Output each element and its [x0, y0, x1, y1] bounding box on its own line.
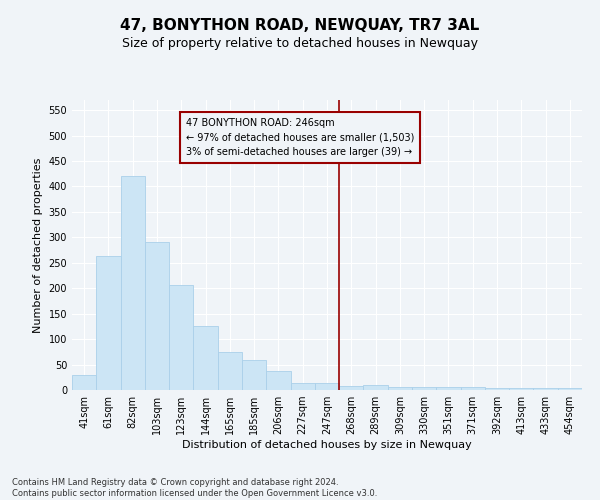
Bar	[145, 242, 169, 390]
Bar	[315, 384, 339, 390]
Bar	[509, 388, 533, 390]
Bar	[218, 352, 242, 390]
Bar	[339, 386, 364, 390]
Bar	[266, 370, 290, 390]
Bar	[290, 384, 315, 390]
Bar	[169, 284, 193, 390]
Bar	[533, 388, 558, 390]
Y-axis label: Number of detached properties: Number of detached properties	[33, 158, 43, 332]
X-axis label: Distribution of detached houses by size in Newquay: Distribution of detached houses by size …	[182, 440, 472, 450]
Bar	[461, 388, 485, 390]
Bar	[72, 374, 96, 390]
Bar	[412, 388, 436, 390]
Bar	[558, 388, 582, 390]
Text: Size of property relative to detached houses in Newquay: Size of property relative to detached ho…	[122, 38, 478, 51]
Bar	[96, 256, 121, 390]
Bar	[242, 360, 266, 390]
Text: 47, BONYTHON ROAD, NEWQUAY, TR7 3AL: 47, BONYTHON ROAD, NEWQUAY, TR7 3AL	[121, 18, 479, 32]
Bar	[485, 388, 509, 390]
Bar	[436, 388, 461, 390]
Bar	[388, 388, 412, 390]
Bar	[193, 326, 218, 390]
Text: Contains HM Land Registry data © Crown copyright and database right 2024.
Contai: Contains HM Land Registry data © Crown c…	[12, 478, 377, 498]
Bar	[364, 386, 388, 390]
Bar	[121, 176, 145, 390]
Text: 47 BONYTHON ROAD: 246sqm
← 97% of detached houses are smaller (1,503)
3% of semi: 47 BONYTHON ROAD: 246sqm ← 97% of detach…	[186, 118, 415, 158]
